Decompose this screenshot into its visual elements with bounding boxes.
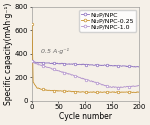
Legend: Ni₂P/NPC, Ni₂P/NPC-0.25, Ni₂P/NPC-1.0: Ni₂P/NPC, Ni₂P/NPC-0.25, Ni₂P/NPC-1.0 bbox=[79, 10, 136, 32]
Y-axis label: Specific capacity(mAh·g⁻¹): Specific capacity(mAh·g⁻¹) bbox=[4, 3, 13, 105]
Text: 0.5 A·g⁻¹: 0.5 A·g⁻¹ bbox=[41, 48, 69, 54]
X-axis label: Cycle number: Cycle number bbox=[59, 112, 112, 121]
